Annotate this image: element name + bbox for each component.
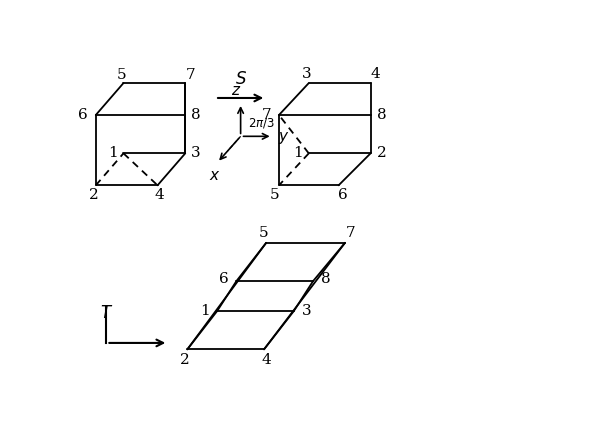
Text: 4: 4 — [371, 67, 381, 81]
Text: 2: 2 — [89, 188, 98, 201]
Text: 8: 8 — [191, 108, 201, 122]
Text: 5: 5 — [117, 68, 126, 81]
Text: 3: 3 — [302, 67, 311, 81]
Text: 6: 6 — [338, 188, 348, 201]
Text: 5: 5 — [270, 188, 279, 201]
Text: $y$: $y$ — [278, 130, 289, 147]
Text: 2: 2 — [377, 147, 386, 160]
Text: 5: 5 — [259, 227, 269, 240]
Text: 3: 3 — [191, 147, 201, 160]
Text: 6: 6 — [219, 273, 229, 286]
Text: $2\pi/3$: $2\pi/3$ — [248, 116, 275, 130]
Text: 1: 1 — [200, 304, 210, 318]
Text: 6: 6 — [78, 108, 88, 122]
Text: $T$: $T$ — [100, 305, 113, 322]
Text: 7: 7 — [185, 68, 195, 81]
Text: $x$: $x$ — [210, 169, 221, 183]
Text: 2: 2 — [181, 353, 190, 366]
Text: $z$: $z$ — [231, 83, 242, 98]
Text: 7: 7 — [262, 108, 271, 122]
Text: 3: 3 — [301, 304, 311, 318]
Text: 7: 7 — [345, 227, 355, 240]
Text: 1: 1 — [293, 147, 303, 160]
Text: 8: 8 — [321, 273, 330, 286]
Text: 4: 4 — [155, 188, 165, 201]
Text: 8: 8 — [377, 108, 386, 122]
Text: $S$: $S$ — [234, 71, 247, 88]
Text: 4: 4 — [261, 353, 271, 366]
Text: 1: 1 — [108, 147, 117, 160]
